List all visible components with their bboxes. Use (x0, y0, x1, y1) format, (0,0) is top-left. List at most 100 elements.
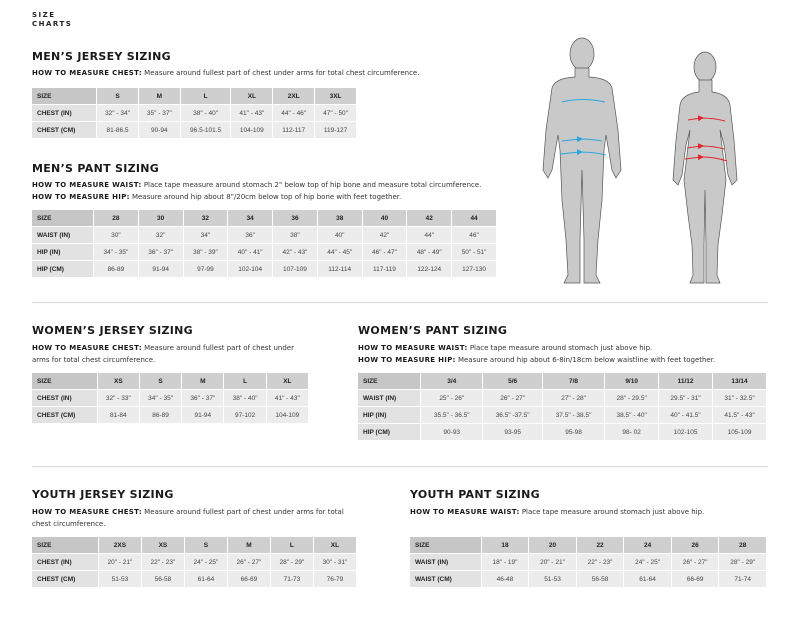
table-cell: 61-64 (624, 571, 671, 587)
row-label: HIP (CM) (358, 424, 421, 440)
table-header-row: SIZE 18 20 22 24 26 28 (410, 537, 766, 553)
instruction-line: HOW TO MEASURE CHEST: Measure around ful… (32, 67, 492, 79)
section-title: WOMEN’S PANT SIZING (358, 324, 508, 337)
table-cell: 51-53 (98, 571, 141, 587)
instruction-line: HOW TO MEASURE HIP: Measure around hip a… (358, 354, 778, 366)
row-label: CHEST (IN) (32, 390, 97, 406)
table-cell: 91-94 (138, 261, 183, 277)
instruction-label: HOW TO MEASURE WAIST: (410, 508, 520, 516)
instruction-text: Measure around fullest part of chest und… (32, 508, 344, 528)
header-size: 24 (624, 537, 671, 553)
table-cell: 44" - 45" (317, 244, 362, 260)
size-table: SIZE 2XS XS S M L XL CHEST (IN) 20" - 21" 22" - 2… (31, 536, 357, 588)
header-size: 28 (719, 537, 766, 553)
table-cell: 32" - 33" (97, 390, 139, 406)
header-size: S (184, 537, 227, 553)
table-cell: 34" - 35" (139, 390, 182, 406)
header-size: 32 (183, 210, 228, 226)
header-size: S (139, 373, 182, 389)
row-label: CHEST (IN) (32, 554, 98, 570)
measure-instructions: HOW TO MEASURE CHEST: Measure around ful… (32, 342, 312, 366)
table-cell: 127-130 (452, 261, 496, 277)
header-size: M (227, 537, 270, 553)
table-cell: 38" - 40" (180, 105, 231, 121)
row-label: CHEST (CM) (32, 122, 97, 138)
instruction-line: HOW TO MEASURE HIP: Measure around hip a… (32, 191, 532, 203)
table-cell: 41.5" - 43" (713, 407, 766, 423)
table-cell: 50" - 51" (452, 244, 496, 260)
table-cell: 81-86.5 (97, 122, 138, 138)
table-cell: 93-95 (483, 424, 542, 440)
instruction-label: HOW TO MEASURE CHEST: (32, 344, 142, 352)
measure-instructions: HOW TO MEASURE WAIST: Place tape measure… (358, 342, 778, 366)
table-cell: 28" - 29" (719, 554, 766, 570)
header-size: XL (313, 537, 356, 553)
table-cell: 42" - 43" (273, 244, 317, 260)
table-cell: 104-109 (266, 407, 308, 423)
table-row: HIP (IN) 35.5" - 36.5" 36.5" -37.5" 37.5" -… (358, 407, 766, 423)
table-row: HIP (CM) 86-89 91-94 97-99 102-104 107-109 112… (32, 261, 496, 277)
table-cell: 26" - 27" (671, 554, 719, 570)
header-label: SIZE (32, 537, 98, 553)
table-cell: 66-69 (227, 571, 270, 587)
row-label: HIP (IN) (358, 407, 421, 423)
header-label: SIZE (410, 537, 481, 553)
table-cell: 61-64 (184, 571, 227, 587)
table-cell: 22" - 23" (141, 554, 184, 570)
table-cell: 40" - 41" (228, 244, 273, 260)
table-cell: 35" - 37" (138, 105, 180, 121)
section-title: MEN’S PANT SIZING (32, 162, 160, 175)
instruction-text: Measure around fullest part of chest und… (141, 69, 420, 77)
table-cell: 86-89 (94, 261, 138, 277)
table-cell: 46-48 (481, 571, 529, 587)
row-label: CHEST (CM) (32, 571, 98, 587)
size-table: SIZE 3/4 5/6 7/8 9/10 11/12 13/14 WAIST (IN) 25"… (357, 372, 767, 441)
table-cell: 31" - 32.5" (713, 390, 766, 406)
table-header-row: SIZE S M L XL 2XL 3XL (32, 88, 356, 104)
row-label: WAIST (IN) (358, 390, 421, 406)
header-size: 3XL (315, 88, 356, 104)
table-cell: 28" - 29" (270, 554, 313, 570)
table-cell: 107-109 (273, 261, 317, 277)
header-size: XS (97, 373, 139, 389)
table-row: CHEST (IN) 20" - 21" 22" - 23" 24" - 25" 26"… (32, 554, 356, 570)
instruction-line: HOW TO MEASURE WAIST: Place tape measure… (358, 342, 778, 354)
size-table: SIZE XS S M L XL CHEST (IN) 32" - 33" 34" - 35" 3… (31, 372, 309, 424)
table-cell: 24" - 25" (184, 554, 227, 570)
header-size: 40 (362, 210, 407, 226)
table-cell: 27" - 28" (542, 390, 605, 406)
table-cell: 38" - 39" (183, 244, 228, 260)
table-cell: 102-104 (228, 261, 273, 277)
header-size: 5/6 (483, 373, 542, 389)
table-cell: 37.5" - 38.5" (542, 407, 605, 423)
table-cell: 20" - 21" (98, 554, 141, 570)
table-cell: 71-73 (270, 571, 313, 587)
size-table: SIZE 18 20 22 24 26 28 WAIST (IN) 18" - 19" 20" -… (409, 536, 767, 588)
table-cell: 28" - 29.5" (605, 390, 659, 406)
table-cell: 47" - 50" (315, 105, 356, 121)
instruction-line: HOW TO MEASURE WAIST: Place tape measure… (32, 179, 532, 191)
measure-instructions: HOW TO MEASURE CHEST: Measure around ful… (32, 67, 492, 79)
header-size: S (97, 88, 138, 104)
header-size: L (270, 537, 313, 553)
table-row: CHEST (CM) 81-86.5 90-94 96.5-101.5 104-109 1… (32, 122, 356, 138)
header-size: 7/8 (542, 373, 605, 389)
table-cell: 40" - 41.5" (659, 407, 713, 423)
header-label: SIZE (32, 210, 93, 226)
instruction-label: HOW TO MEASURE CHEST: (32, 508, 142, 516)
table-cell: 97-102 (224, 407, 266, 423)
table-cell: 112-117 (273, 122, 315, 138)
table-header-row: SIZE 28 30 32 34 36 38 40 42 44 (32, 210, 496, 226)
header-size: XS (141, 537, 184, 553)
instruction-text: Measure around hip about 6-8in/18cm belo… (455, 356, 716, 364)
table-cell: 86-89 (139, 407, 182, 423)
table-cell: 36.5" -37.5" (483, 407, 542, 423)
header-size: 36 (273, 210, 317, 226)
table-cell: 30" (94, 227, 138, 243)
table-cell: 32" (138, 227, 183, 243)
female-figure-icon (672, 51, 738, 284)
table-cell: 51-53 (529, 571, 576, 587)
table-row: WAIST (IN) 25" - 26" 26" - 27" 27" - 28" 28"… (358, 390, 766, 406)
table-cell: 18" - 19" (481, 554, 529, 570)
row-label: HIP (IN) (32, 244, 93, 260)
